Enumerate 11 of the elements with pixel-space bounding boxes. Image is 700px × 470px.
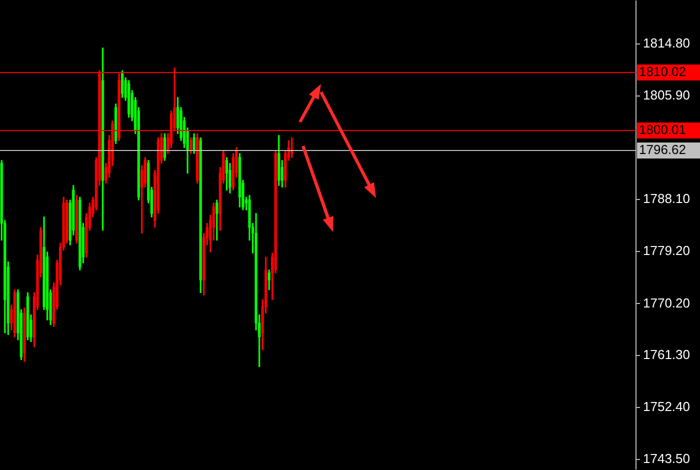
y-tick-label: 1788.10 (643, 191, 690, 206)
y-tick-label: 1805.90 (643, 87, 690, 102)
y-tick-label: 1814.80 (643, 35, 690, 50)
y-tick-label: 1752.40 (643, 399, 690, 414)
y-tick-label: 1743.50 (643, 450, 690, 466)
y-tick-label: 1779.20 (643, 242, 690, 258)
ref-line-label: 1810.02 (639, 64, 686, 80)
ref-line-label: 1796.62 (639, 142, 686, 158)
ref-line-label: 1800.01 (639, 122, 686, 138)
y-tick-label: 1770.20 (643, 295, 690, 310)
y-tick-label: 1761.30 (643, 347, 690, 362)
